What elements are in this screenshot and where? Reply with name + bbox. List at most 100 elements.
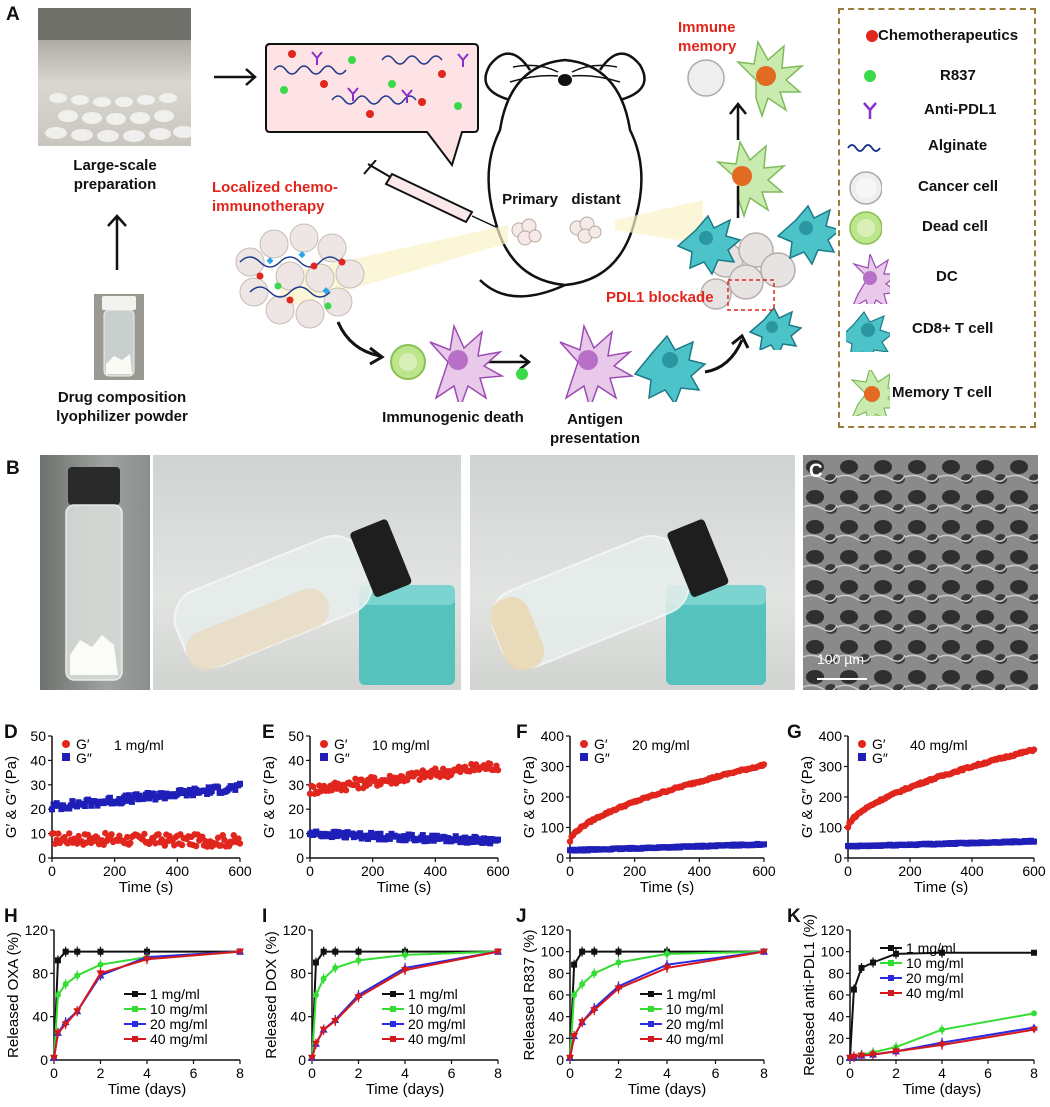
data-point	[81, 803, 88, 810]
legend-marker	[132, 1006, 138, 1012]
data-point	[1030, 1026, 1038, 1034]
immunogenic-death-label: Immunogenic death	[382, 409, 524, 426]
data-point	[133, 791, 140, 798]
data-point	[127, 839, 134, 847]
data-point	[143, 956, 151, 964]
y-tick-label: 20	[30, 801, 46, 817]
data-point	[1031, 949, 1037, 956]
y-tick-label: 80	[548, 965, 564, 981]
legend-conc-label: 1 mg/ml	[114, 737, 164, 753]
x-tick-label: 200	[898, 863, 922, 879]
y-tick-label: 0	[556, 1052, 564, 1068]
data-point	[106, 794, 113, 801]
legend-label: 10 mg/ml	[666, 1001, 724, 1017]
data-point	[332, 964, 339, 971]
legend-label: 1 mg/ml	[150, 986, 200, 1002]
y-tick-label: 200	[541, 789, 565, 805]
data-point	[66, 830, 73, 837]
data-point	[119, 799, 126, 806]
x-tick-label: 8	[494, 1065, 502, 1081]
data-point	[333, 833, 340, 840]
data-point	[155, 793, 162, 800]
data-point	[61, 1021, 70, 1029]
data-point	[331, 1018, 340, 1025]
data-point	[69, 798, 76, 805]
data-point	[50, 1054, 58, 1062]
data-point	[566, 838, 574, 845]
vials-array-image	[38, 8, 191, 142]
x-tick-label: 0	[566, 863, 574, 879]
data-point	[338, 786, 345, 794]
data-point	[116, 796, 123, 803]
dead-cell-icon	[849, 211, 882, 245]
y-tick-label: 10	[30, 826, 46, 842]
data-point	[320, 975, 327, 982]
dc-icon	[851, 254, 890, 304]
y-tick-label: 0	[296, 850, 304, 866]
x-axis-label: Time (days)	[903, 1081, 982, 1098]
data-point	[357, 830, 364, 837]
data-point	[615, 948, 622, 955]
immune-cells-row	[390, 323, 707, 402]
legend-marker	[390, 1021, 396, 1027]
legend-label: G″	[872, 750, 888, 766]
data-point	[760, 948, 768, 956]
x-tick-label: 400	[166, 863, 190, 879]
data-point	[354, 994, 363, 1002]
legend-conc-label: 40 mg/ml	[910, 737, 968, 753]
data-point	[202, 787, 209, 794]
y-tick-label: 300	[541, 759, 565, 775]
data-point	[97, 948, 104, 955]
data-point	[452, 833, 459, 840]
panel-label-d: D	[4, 722, 18, 743]
y-tick-label: 100	[541, 944, 565, 960]
x-tick-label: 0	[48, 863, 56, 879]
scale-bar-label: 100 µm	[817, 651, 864, 667]
data-point	[591, 970, 598, 977]
data-point	[465, 839, 472, 846]
legend-item: Anti-PDL1	[840, 98, 1038, 122]
data-point	[579, 981, 586, 988]
y-tick-label: 60	[548, 987, 564, 1003]
data-point	[402, 951, 408, 958]
data-point	[473, 834, 480, 841]
large-scale-photo	[38, 8, 191, 146]
x-axis-label: Time (s)	[914, 879, 968, 896]
data-point	[332, 828, 339, 835]
green-dot-icon	[864, 70, 876, 82]
legend-item: R837	[840, 64, 1038, 88]
x-tick-label: 200	[103, 863, 127, 879]
panel-label-g: G	[787, 722, 802, 743]
data-point	[355, 833, 362, 840]
data-point	[614, 985, 623, 993]
data-point	[161, 842, 168, 849]
x-tick-label: 4	[401, 1065, 409, 1081]
y-tick-label: 20	[548, 1030, 564, 1046]
data-point	[88, 802, 95, 809]
data-point	[494, 766, 502, 774]
x-tick-label: 6	[448, 1065, 456, 1081]
hydrogel-tumor-image	[235, 223, 365, 329]
data-point	[468, 760, 475, 768]
data-point	[571, 961, 578, 968]
data-point	[462, 834, 469, 841]
legend-item: CD8+ T cell	[840, 308, 1038, 352]
legend-label: 40 mg/ml	[150, 1031, 208, 1047]
y-tick-label: 20	[828, 1030, 844, 1046]
data-point	[939, 949, 945, 956]
legend-label: 10 mg/ml	[150, 1001, 208, 1017]
y-tick-label: 50	[30, 728, 46, 744]
legend-marker	[62, 753, 70, 761]
distant-tumor-label: distant	[571, 191, 621, 208]
data-point	[892, 1048, 900, 1056]
data-point	[205, 784, 212, 791]
tumors-icon	[511, 216, 602, 246]
x-tick-label: 8	[760, 1065, 768, 1081]
x-tick-label: 400	[688, 863, 712, 879]
data-point	[374, 830, 381, 837]
data-point	[375, 836, 382, 843]
immune-memory-cells	[676, 39, 836, 350]
data-point	[54, 957, 61, 964]
x-tick-label: 600	[752, 863, 776, 879]
